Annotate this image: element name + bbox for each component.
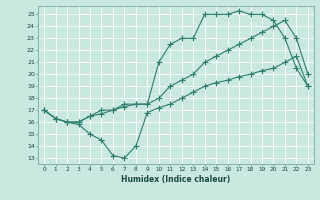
X-axis label: Humidex (Indice chaleur): Humidex (Indice chaleur) bbox=[121, 175, 231, 184]
